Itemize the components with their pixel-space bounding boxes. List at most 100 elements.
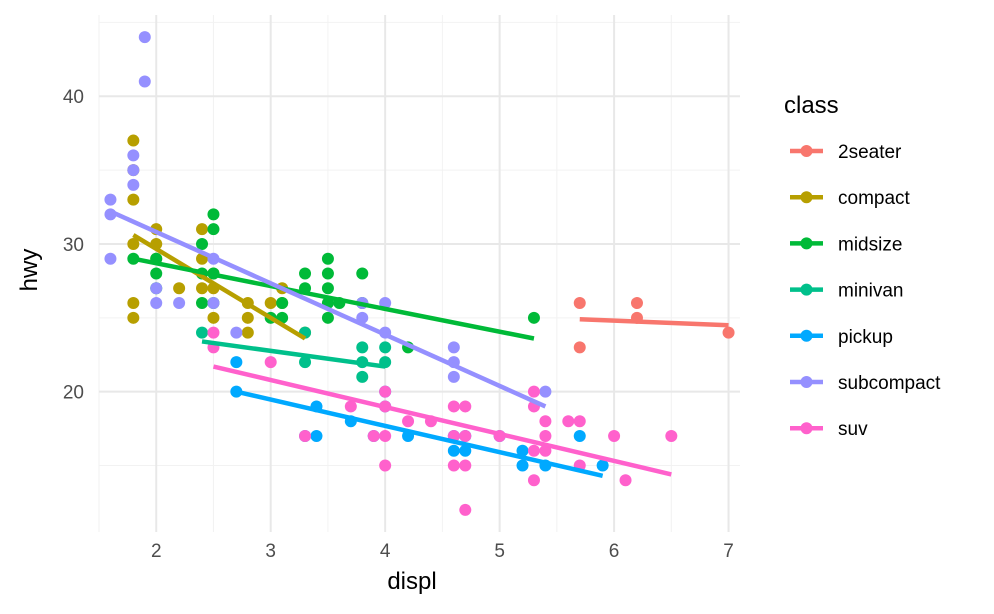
point-subcompact bbox=[447, 370, 460, 383]
point-midsize bbox=[196, 297, 209, 310]
legend-items: 2seater compact midsize minivan pickup subcom… bbox=[790, 142, 941, 440]
point-subcompact bbox=[150, 297, 163, 310]
x-tick-label: 2 bbox=[151, 541, 162, 562]
point-compact bbox=[127, 134, 140, 147]
point-2seater bbox=[573, 341, 586, 354]
point-pickup bbox=[230, 356, 243, 369]
trend-line-compact bbox=[132, 233, 307, 341]
point-compact bbox=[127, 297, 140, 310]
trend-line-minivan bbox=[201, 339, 386, 369]
point-compact bbox=[264, 297, 277, 310]
legend-item-2seater: 2seater bbox=[790, 142, 902, 163]
y-tick-label: 40 bbox=[63, 87, 84, 108]
point-suv bbox=[379, 429, 392, 442]
point-suv bbox=[379, 459, 392, 472]
legend-key-point bbox=[800, 422, 813, 435]
point-midsize bbox=[299, 267, 312, 280]
point-subcompact bbox=[447, 341, 460, 354]
legend-item-pickup: pickup bbox=[790, 327, 893, 348]
point-suv bbox=[367, 429, 380, 442]
point-suv bbox=[402, 415, 415, 428]
point-suv bbox=[207, 326, 220, 339]
point-suv bbox=[447, 459, 460, 472]
legend-item-compact: compact bbox=[790, 188, 911, 209]
point-minivan bbox=[356, 341, 369, 354]
point-subcompact bbox=[173, 297, 186, 310]
trend-line-pickup bbox=[235, 389, 604, 479]
point-suv bbox=[447, 400, 460, 413]
point-subcompact bbox=[138, 75, 151, 88]
point-midsize bbox=[276, 297, 289, 310]
point-pickup bbox=[447, 444, 460, 457]
point-midsize bbox=[196, 237, 209, 250]
point-pickup bbox=[459, 444, 472, 457]
legend-key-point bbox=[800, 376, 813, 388]
data-points bbox=[104, 31, 735, 516]
trend-line-midsize bbox=[132, 256, 535, 341]
legend: class 2seater compact midsize minivan pickup… bbox=[784, 92, 941, 440]
point-midsize bbox=[321, 282, 334, 295]
point-suv bbox=[527, 385, 540, 398]
point-subcompact bbox=[104, 193, 117, 206]
point-2seater bbox=[722, 326, 735, 339]
point-2seater bbox=[630, 297, 643, 310]
point-suv bbox=[665, 429, 678, 442]
point-pickup bbox=[310, 429, 323, 442]
x-tick-label: 6 bbox=[609, 541, 620, 562]
point-suv bbox=[619, 474, 632, 487]
point-midsize bbox=[207, 208, 220, 221]
point-subcompact bbox=[127, 178, 140, 191]
legend-key-point bbox=[800, 237, 813, 250]
point-suv bbox=[608, 429, 621, 442]
point-minivan bbox=[299, 356, 312, 369]
point-suv bbox=[527, 444, 540, 457]
point-pickup bbox=[596, 459, 609, 472]
point-midsize bbox=[321, 267, 334, 280]
point-subcompact bbox=[127, 164, 140, 177]
y-axis-title: hwy bbox=[16, 249, 43, 292]
point-midsize bbox=[356, 267, 369, 280]
point-midsize bbox=[150, 267, 163, 280]
point-pickup bbox=[516, 459, 529, 472]
point-suv bbox=[344, 400, 357, 413]
trend-line-suv bbox=[212, 364, 672, 477]
point-2seater bbox=[573, 297, 586, 310]
point-subcompact bbox=[150, 282, 163, 295]
point-compact bbox=[241, 326, 254, 339]
point-compact bbox=[127, 193, 140, 206]
point-suv bbox=[459, 429, 472, 442]
x-tick-label: 7 bbox=[723, 541, 734, 562]
legend-key-point bbox=[800, 329, 813, 342]
trend-line-subcompact bbox=[109, 209, 547, 409]
legend-key-point bbox=[800, 283, 813, 296]
legend-label: subcompact bbox=[838, 373, 941, 394]
legend-label: 2seater bbox=[838, 142, 902, 163]
point-compact bbox=[196, 223, 209, 236]
point-suv bbox=[459, 503, 472, 516]
y-tick-labels: 20 30 40 bbox=[63, 87, 84, 403]
point-midsize bbox=[527, 311, 540, 324]
point-minivan bbox=[356, 370, 369, 383]
legend-item-midsize: midsize bbox=[790, 234, 902, 255]
x-tick-label: 5 bbox=[494, 541, 505, 562]
grid-major bbox=[99, 15, 740, 532]
point-compact bbox=[173, 282, 186, 295]
legend-label: compact bbox=[838, 188, 911, 209]
legend-label: midsize bbox=[838, 234, 902, 255]
point-compact bbox=[207, 311, 220, 324]
point-suv bbox=[573, 415, 586, 428]
legend-label: minivan bbox=[838, 281, 903, 302]
legend-item-suv: suv bbox=[790, 419, 868, 440]
legend-label: pickup bbox=[838, 327, 893, 348]
point-subcompact bbox=[138, 31, 151, 44]
point-suv bbox=[539, 444, 552, 457]
point-suv bbox=[264, 356, 277, 369]
point-pickup bbox=[516, 444, 529, 457]
point-compact bbox=[196, 282, 209, 295]
legend-label: suv bbox=[838, 419, 868, 440]
y-tick-label: 30 bbox=[63, 235, 84, 256]
x-axis-title: displ bbox=[387, 568, 436, 595]
point-suv bbox=[379, 385, 392, 398]
legend-title: class bbox=[784, 92, 839, 119]
